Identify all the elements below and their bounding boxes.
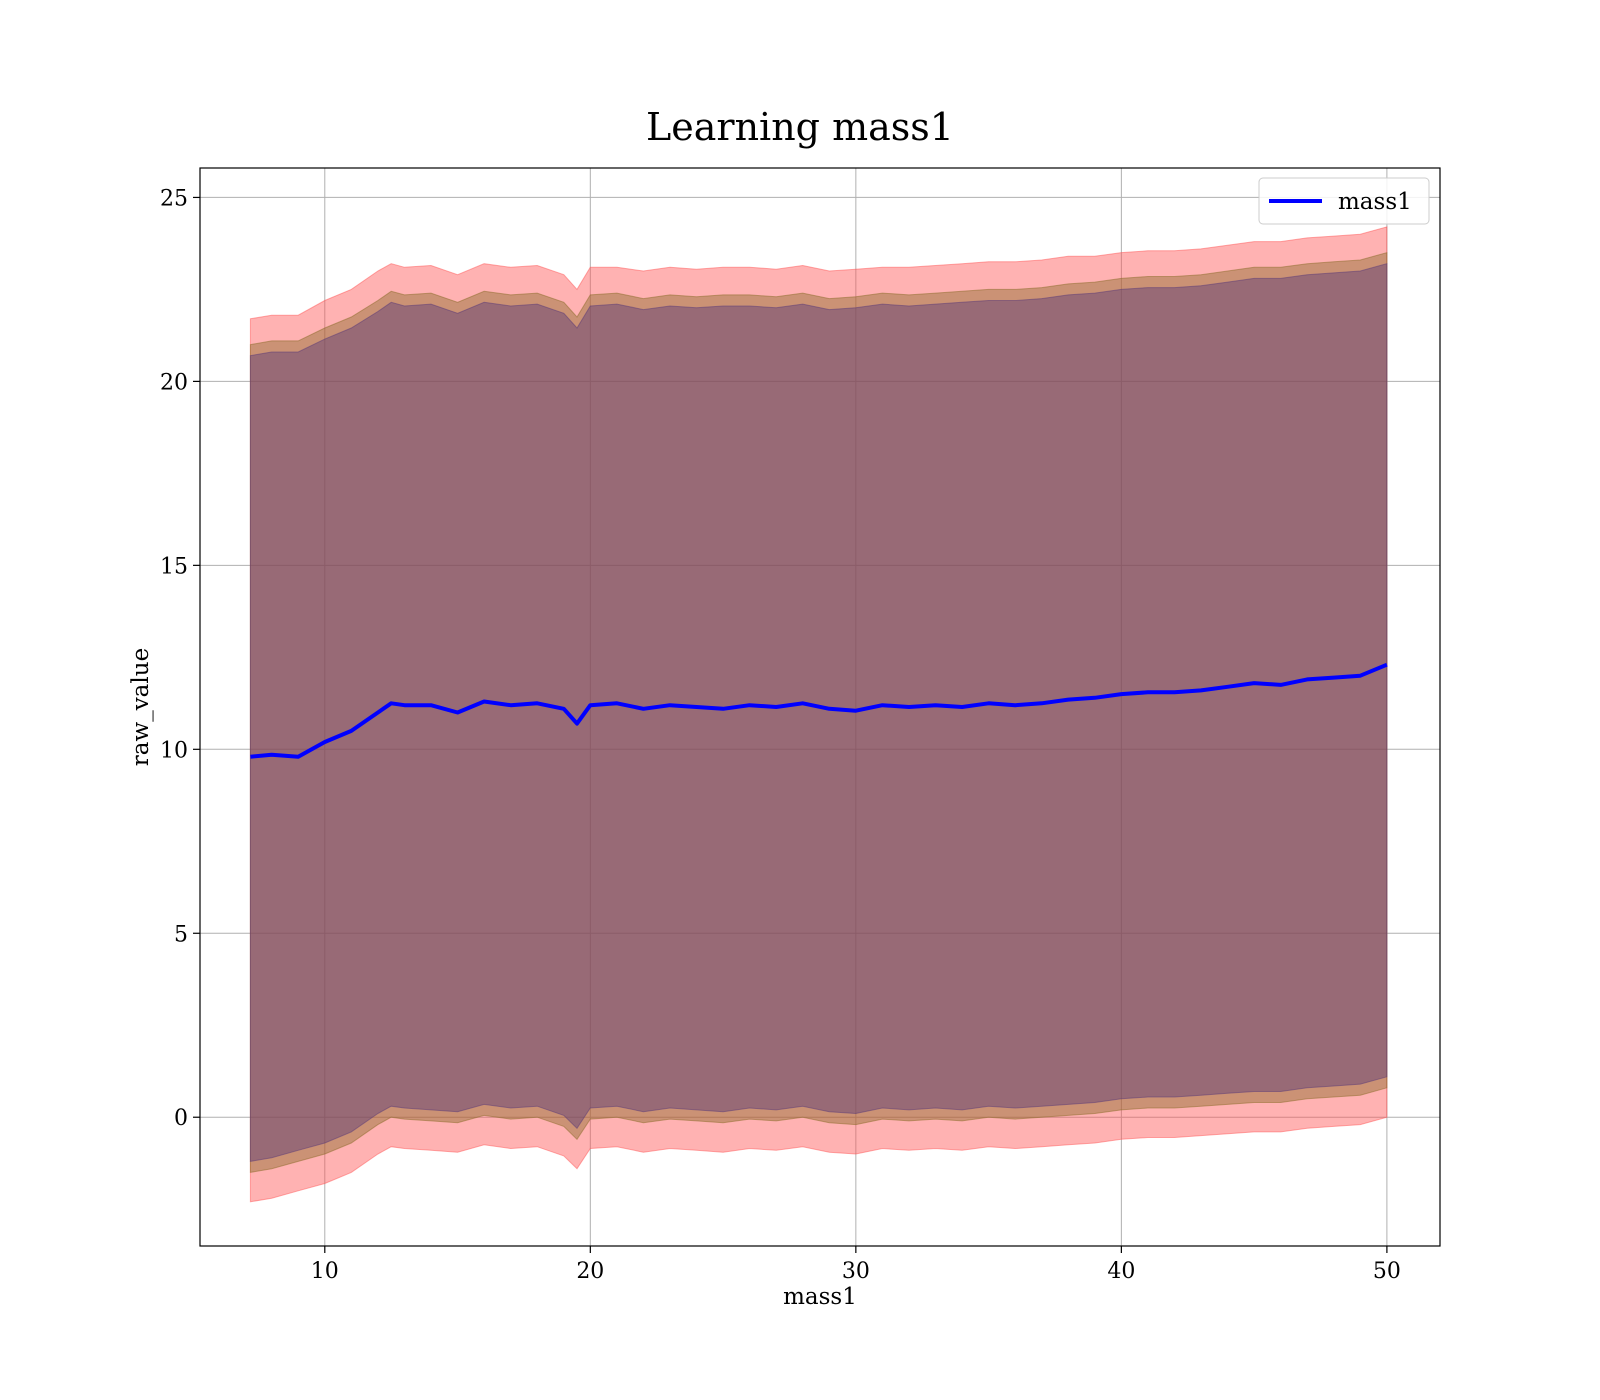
y-tick-label: 0 [174,1106,188,1131]
y-axis-label: raw_value [128,648,154,766]
y-tick-label: 5 [174,922,188,947]
y-tick-label: 25 [160,186,188,211]
y-tick-label: 15 [160,554,188,579]
band-1 [249,226,1388,1203]
y-tick-label: 20 [160,370,188,395]
legend-box [1258,177,1430,225]
band-3 [249,263,1388,1162]
x-axis-ticks: 10 20 30 40 50 [311,1246,1401,1284]
band-2 [249,251,1388,1173]
x-tick-label: 50 [1373,1259,1401,1284]
x-tick-label: 40 [1107,1259,1135,1284]
confidence-bands [249,226,1388,1203]
x-tick-label: 10 [311,1259,339,1284]
y-tick-label: 10 [160,738,188,763]
series-line-mass1 [250,662,1388,759]
legend: mass1 [1258,177,1430,225]
legend-label-mass1: mass1 [1338,189,1412,215]
x-tick-label: 30 [842,1259,870,1284]
plot-frame [199,167,1441,1247]
x-tick-label: 20 [576,1259,604,1284]
chart-title: Learning mass1 [646,105,954,149]
x-axis-label: mass1 [783,1284,857,1310]
series-lines [250,662,1388,759]
y-axis-ticks: 0 5 10 15 20 25 [160,186,200,1131]
